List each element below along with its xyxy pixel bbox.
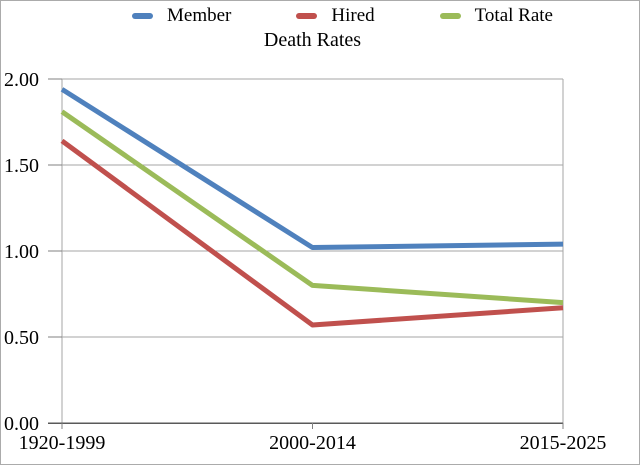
total-rate-line-swatch — [439, 13, 461, 19]
series-line-member — [60, 87, 564, 251]
series-line-hired — [60, 138, 564, 328]
y-axis-label: 2.00 — [4, 69, 39, 91]
legend-label-member: Member — [167, 5, 232, 26]
y-axis-label: 0.50 — [4, 327, 39, 349]
chart-title: Death Rates — [263, 29, 362, 51]
hired-line-swatch — [296, 13, 318, 19]
y-axis-label: 0.00 — [4, 413, 39, 435]
legend-label-hired: Hired — [331, 5, 375, 26]
member-line-swatch — [132, 13, 153, 19]
x-axis-label: 2015-2025 — [519, 432, 607, 454]
y-axis-label: 1.50 — [4, 155, 39, 177]
legend-item-total-rate: Total Rate — [439, 5, 553, 27]
y-axis-label: 1.00 — [4, 241, 39, 263]
x-axis-label: 1920-1999 — [18, 432, 106, 454]
legend-item-member: Member — [132, 5, 231, 27]
x-axis-label: 2000-2014 — [269, 432, 356, 454]
series-line-total-rate — [60, 109, 564, 306]
legend: Member Hired Total Rate — [132, 5, 553, 27]
legend-label-total-rate: Total Rate — [474, 5, 553, 26]
legend-item-hired: Hired — [296, 5, 375, 27]
